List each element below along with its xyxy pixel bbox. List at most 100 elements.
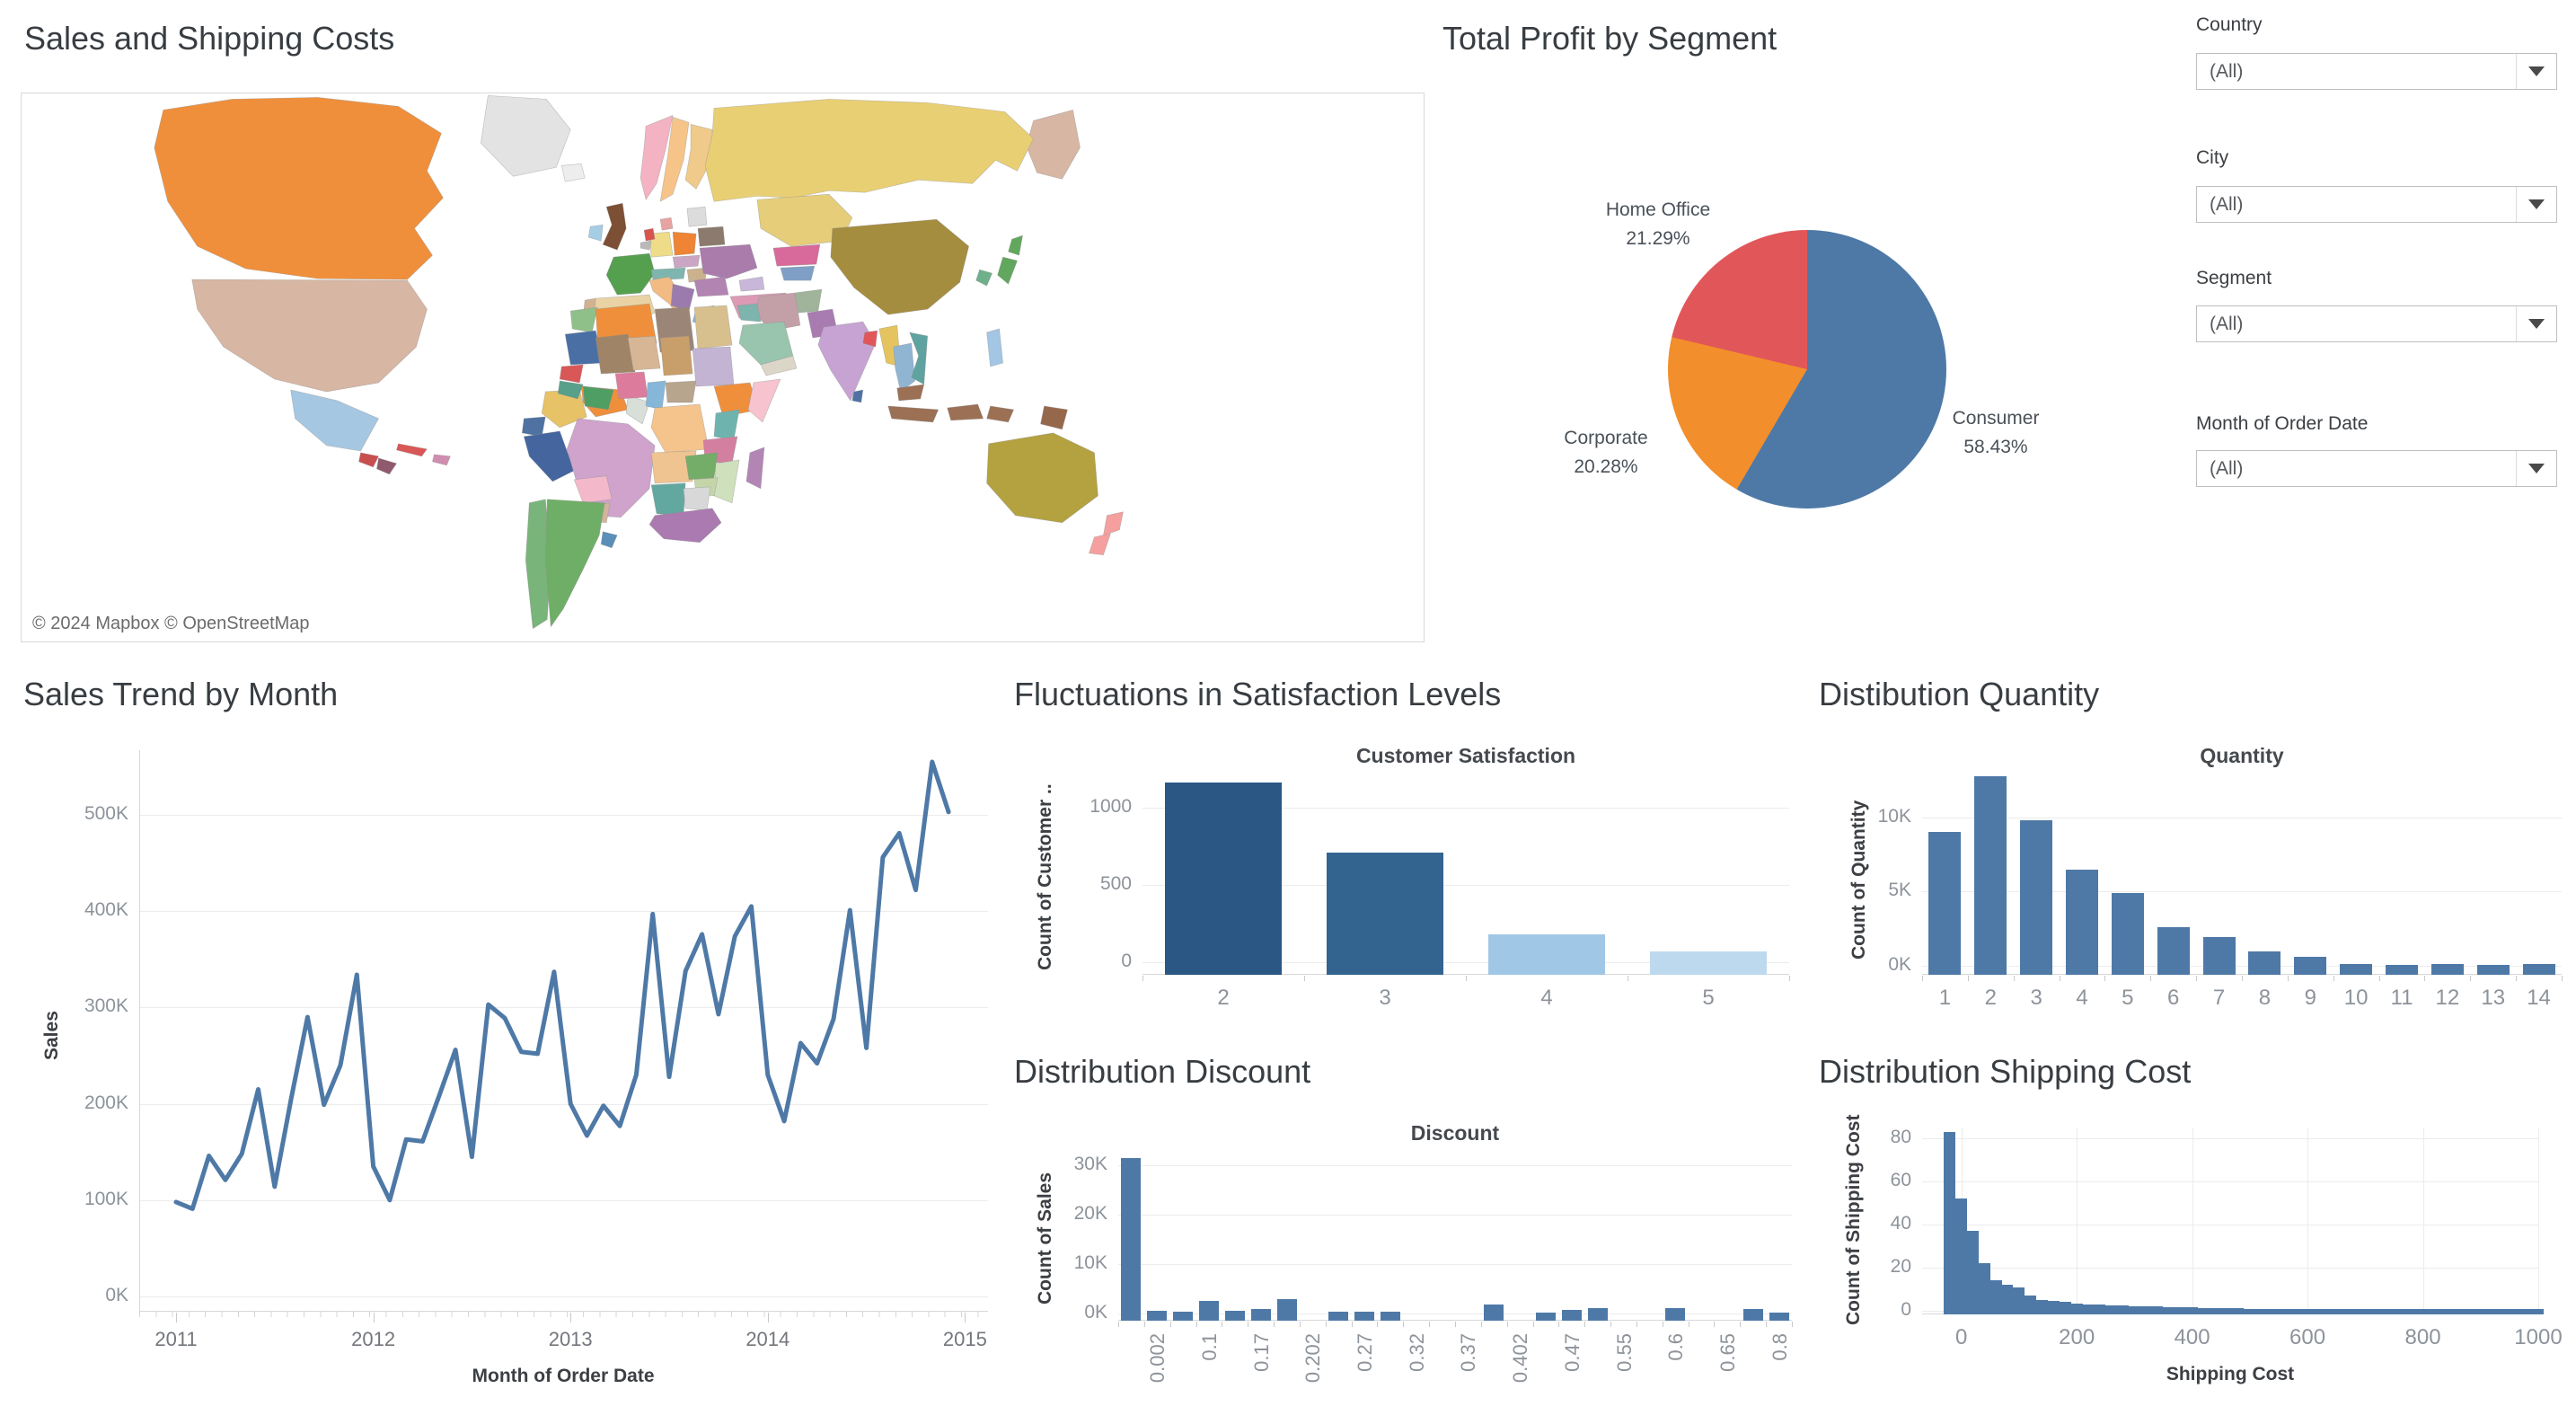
map-region-chile[interactable] (525, 499, 551, 630)
bar-mark[interactable] (2001, 1285, 2014, 1314)
map-region-hispaniola[interactable] (432, 454, 451, 466)
map-region-new_zealand[interactable] (1089, 533, 1111, 556)
map-region-central_asia_b[interactable] (780, 265, 816, 281)
bar-mark[interactable] (2428, 1309, 2440, 1314)
bar-mark[interactable] (2111, 893, 2144, 975)
map-region-new_zealand[interactable] (1103, 511, 1124, 536)
bar-mark[interactable] (2463, 1309, 2475, 1314)
bar-mark[interactable] (1488, 934, 1605, 975)
bar-mark[interactable] (2175, 1307, 2187, 1314)
bar-mark[interactable] (2475, 1309, 2487, 1314)
bar-mark[interactable] (1955, 1198, 1968, 1314)
map-region-iraq[interactable] (737, 303, 762, 323)
bar-mark[interactable] (2382, 1309, 2395, 1314)
map-region-cuba[interactable] (396, 443, 428, 457)
bar-mark[interactable] (1928, 832, 1962, 975)
map-region-guyanas[interactable] (625, 394, 650, 425)
bar-mark[interactable] (1974, 775, 2007, 975)
map-region-alaska[interactable] (1026, 109, 1081, 180)
map-region-baltics[interactable] (686, 206, 708, 227)
map-region-japan[interactable] (997, 256, 1018, 285)
map-region-ukraine[interactable] (699, 243, 758, 279)
bar-mark[interactable] (2336, 1309, 2349, 1314)
map-region-india[interactable] (817, 321, 877, 402)
map-region-austria[interactable] (650, 267, 686, 281)
bar-mark[interactable] (1327, 852, 1443, 975)
map-region-honduras[interactable] (376, 457, 397, 475)
bar-mark[interactable] (2509, 1309, 2521, 1314)
map-region-germany[interactable] (648, 231, 674, 258)
bar-mark[interactable] (2082, 1304, 2095, 1314)
map-region-vietnam[interactable] (909, 332, 929, 385)
map-region-guatemala[interactable] (358, 452, 379, 468)
bar-mark[interactable] (1967, 1231, 1979, 1314)
map-region-egypt[interactable] (693, 305, 733, 349)
bar-mark[interactable] (2451, 1309, 2464, 1314)
bar-mark[interactable] (1165, 783, 1282, 975)
bar-mark[interactable] (1944, 1131, 1956, 1314)
sales-trend-line[interactable] (173, 759, 951, 1211)
bar-mark[interactable] (2486, 1309, 2499, 1314)
bar-mark[interactable] (2198, 1307, 2210, 1314)
map-region-czechia[interactable] (672, 254, 701, 269)
bar-mark[interactable] (2386, 964, 2418, 975)
map-region-kenya[interactable] (713, 409, 740, 441)
bar-mark[interactable] (1742, 1308, 1763, 1321)
map-region-png[interactable] (1040, 405, 1068, 430)
bar-mark[interactable] (1276, 1298, 1297, 1321)
bar-mark[interactable] (2301, 1309, 2314, 1314)
map-region-nigeria[interactable] (614, 371, 648, 400)
map-region-afghanistan[interactable] (794, 288, 823, 314)
filter-dropdown-segment[interactable]: (All) (2196, 305, 2557, 342)
map-region-china[interactable] (830, 218, 969, 315)
bar-mark[interactable] (1535, 1312, 1556, 1321)
bar-mark[interactable] (2036, 1300, 2049, 1314)
dropdown-arrow-box[interactable] (2516, 306, 2556, 341)
bar-mark[interactable] (2417, 1309, 2429, 1314)
filter-dropdown-month[interactable]: (All) (2196, 450, 2557, 487)
bar-mark[interactable] (2348, 1309, 2360, 1314)
map-region-france[interactable] (605, 252, 656, 296)
map-region-senegal[interactable] (559, 364, 584, 384)
map-region-caucasus[interactable] (738, 276, 765, 292)
map-region-belgium[interactable] (640, 240, 652, 251)
bar-mark[interactable] (2232, 1308, 2245, 1314)
bar-mark[interactable] (1147, 1310, 1168, 1321)
bar-mark[interactable] (2255, 1308, 2268, 1314)
shipping-chart[interactable]: 0 20 40 60 80 0 200 400 600 800 1000 (1891, 1127, 2563, 1349)
map-region-greenland[interactable] (481, 95, 571, 177)
map-region-denmark[interactable] (659, 217, 674, 231)
pie-chart[interactable] (1668, 230, 1946, 509)
map-region-sri_lanka[interactable] (851, 389, 864, 403)
bar-mark[interactable] (2157, 927, 2190, 975)
map-region-usa[interactable] (191, 279, 428, 393)
map-region-angola[interactable] (650, 450, 697, 484)
bar-mark[interactable] (2359, 1309, 2371, 1314)
sales-trend-line-svg[interactable] (139, 750, 988, 1312)
map-region-central_asia_a[interactable] (772, 243, 821, 267)
bar-mark[interactable] (2020, 820, 2053, 975)
map-region-netherlands[interactable] (643, 227, 656, 242)
bar-mark[interactable] (2325, 1309, 2337, 1314)
world-map-svg[interactable] (22, 93, 1422, 640)
map-region-finland[interactable] (684, 123, 713, 190)
bar-mark[interactable] (2186, 1307, 2199, 1314)
bar-mark[interactable] (2105, 1305, 2118, 1314)
bar-mark[interactable] (1587, 1307, 1608, 1321)
bar-mark[interactable] (2476, 965, 2510, 975)
map-region-australia[interactable] (986, 432, 1098, 524)
quantity-chart[interactable]: 0K 5K 10K 1 2 3 4 5 6 7 8 9 10 11 12 13 14 (1878, 774, 2563, 1010)
bar-mark[interactable] (1650, 951, 1767, 975)
map-region-argentina[interactable] (544, 499, 605, 628)
dropdown-arrow-box[interactable] (2516, 54, 2556, 89)
discount-chart[interactable]: 0K 10K 20K 30K 0.002 0.1 0.17 0.202 0.27 0.32 0.37… (1074, 1152, 1793, 1383)
map-region-guinea[interactable] (557, 380, 584, 400)
map-region-thailand[interactable] (893, 342, 916, 393)
bar-mark[interactable] (1978, 1263, 1990, 1314)
bar-mark[interactable] (2522, 964, 2555, 975)
bar-mark[interactable] (2294, 956, 2327, 975)
bar-mark[interactable] (2244, 1308, 2256, 1314)
bar-mark[interactable] (1328, 1312, 1349, 1321)
map-region-mozambique[interactable] (713, 459, 740, 504)
dropdown-arrow-box[interactable] (2516, 451, 2556, 486)
